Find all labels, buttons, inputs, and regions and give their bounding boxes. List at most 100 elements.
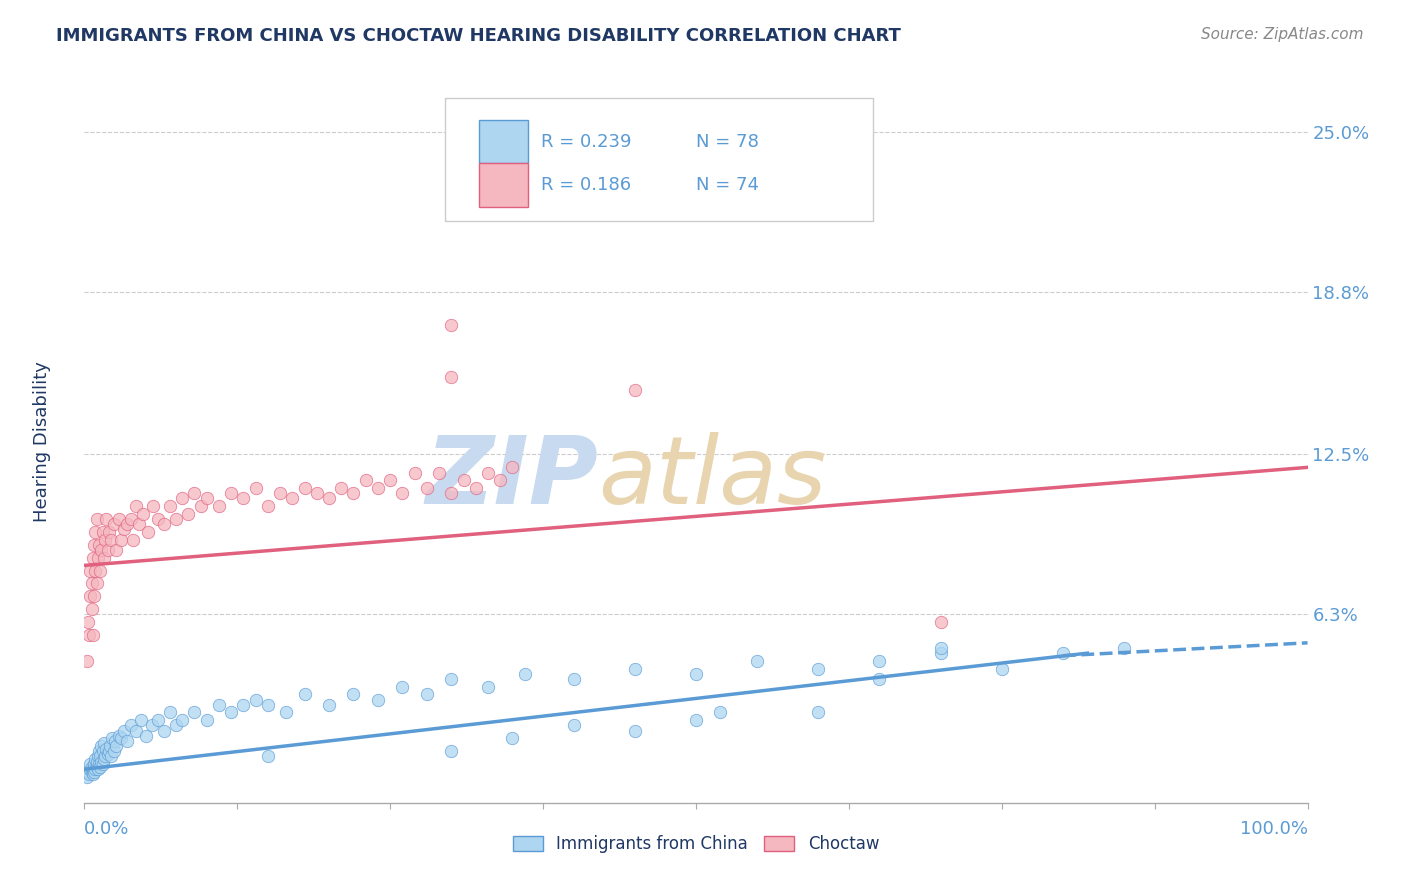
Point xyxy=(416,687,439,701)
Text: Source: ZipAtlas.com: Source: ZipAtlas.com xyxy=(1201,27,1364,42)
Point xyxy=(208,698,231,712)
Point xyxy=(367,692,389,706)
Point xyxy=(83,538,105,552)
Point xyxy=(685,666,707,681)
Point xyxy=(440,318,463,333)
Point xyxy=(86,576,108,591)
Point xyxy=(83,764,105,779)
Point xyxy=(89,564,111,578)
Text: Hearing Disability: Hearing Disability xyxy=(32,361,51,522)
Point xyxy=(477,466,499,480)
Point xyxy=(869,672,891,686)
Point xyxy=(79,590,101,604)
Point xyxy=(257,698,280,712)
Point xyxy=(107,729,129,743)
Point xyxy=(84,762,107,776)
Point xyxy=(195,491,218,506)
Point xyxy=(172,491,194,506)
Point xyxy=(183,706,205,720)
Point xyxy=(77,615,100,630)
Point xyxy=(89,760,111,774)
Point xyxy=(105,542,128,557)
Text: 0.0%: 0.0% xyxy=(84,820,129,838)
Point xyxy=(165,512,187,526)
Point xyxy=(562,718,585,732)
Point xyxy=(83,757,105,772)
Point xyxy=(110,533,132,547)
Point xyxy=(391,486,413,500)
Point xyxy=(807,706,830,720)
Point xyxy=(624,662,647,676)
Point xyxy=(685,713,707,727)
Point xyxy=(112,522,135,536)
Point xyxy=(159,499,181,513)
Point xyxy=(87,762,110,776)
Point xyxy=(87,749,110,764)
Point xyxy=(367,481,389,495)
Point xyxy=(87,550,110,565)
Point xyxy=(269,486,291,500)
Point xyxy=(77,767,100,781)
Point xyxy=(87,538,110,552)
Point xyxy=(93,736,115,750)
Point xyxy=(219,486,242,500)
FancyBboxPatch shape xyxy=(479,163,529,207)
Legend: Immigrants from China, Choctaw: Immigrants from China, Choctaw xyxy=(506,828,886,860)
Point xyxy=(172,713,194,727)
Point xyxy=(80,764,103,779)
Point xyxy=(93,550,115,565)
Point xyxy=(709,706,731,720)
Point xyxy=(342,486,364,500)
Point xyxy=(93,752,115,766)
Point xyxy=(90,739,112,753)
Point xyxy=(80,602,103,616)
Point xyxy=(136,524,159,539)
Point xyxy=(807,662,830,676)
Point xyxy=(87,744,110,758)
Point xyxy=(76,770,98,784)
Point xyxy=(146,713,169,727)
Point xyxy=(281,491,304,506)
Point xyxy=(77,628,100,642)
Point xyxy=(489,473,512,487)
FancyBboxPatch shape xyxy=(446,98,873,221)
Point xyxy=(257,749,280,764)
Point xyxy=(190,499,212,513)
Point xyxy=(79,757,101,772)
Point xyxy=(245,481,267,495)
Point xyxy=(97,747,120,761)
Point xyxy=(91,757,114,772)
Text: N = 74: N = 74 xyxy=(696,176,759,194)
Point xyxy=(294,687,316,701)
Point xyxy=(84,752,107,766)
Point xyxy=(183,486,205,500)
Point xyxy=(440,370,463,384)
Point xyxy=(77,764,100,779)
Point xyxy=(91,744,114,758)
Point xyxy=(112,723,135,738)
Point xyxy=(245,692,267,706)
Point xyxy=(84,524,107,539)
Point xyxy=(159,706,181,720)
Point xyxy=(86,512,108,526)
Point xyxy=(101,731,124,746)
Point xyxy=(115,734,138,748)
Point xyxy=(153,517,176,532)
Point xyxy=(86,755,108,769)
Point xyxy=(83,590,105,604)
Point xyxy=(82,767,104,781)
Point xyxy=(513,666,536,681)
Point xyxy=(128,517,150,532)
Point xyxy=(165,718,187,732)
Point xyxy=(929,646,952,660)
Point xyxy=(100,533,122,547)
Point xyxy=(115,517,138,532)
Point xyxy=(104,734,127,748)
Point xyxy=(391,680,413,694)
Point xyxy=(208,499,231,513)
Point xyxy=(120,512,142,526)
Point xyxy=(440,486,463,500)
Point xyxy=(624,723,647,738)
Point xyxy=(869,654,891,668)
Text: N = 78: N = 78 xyxy=(696,133,759,151)
